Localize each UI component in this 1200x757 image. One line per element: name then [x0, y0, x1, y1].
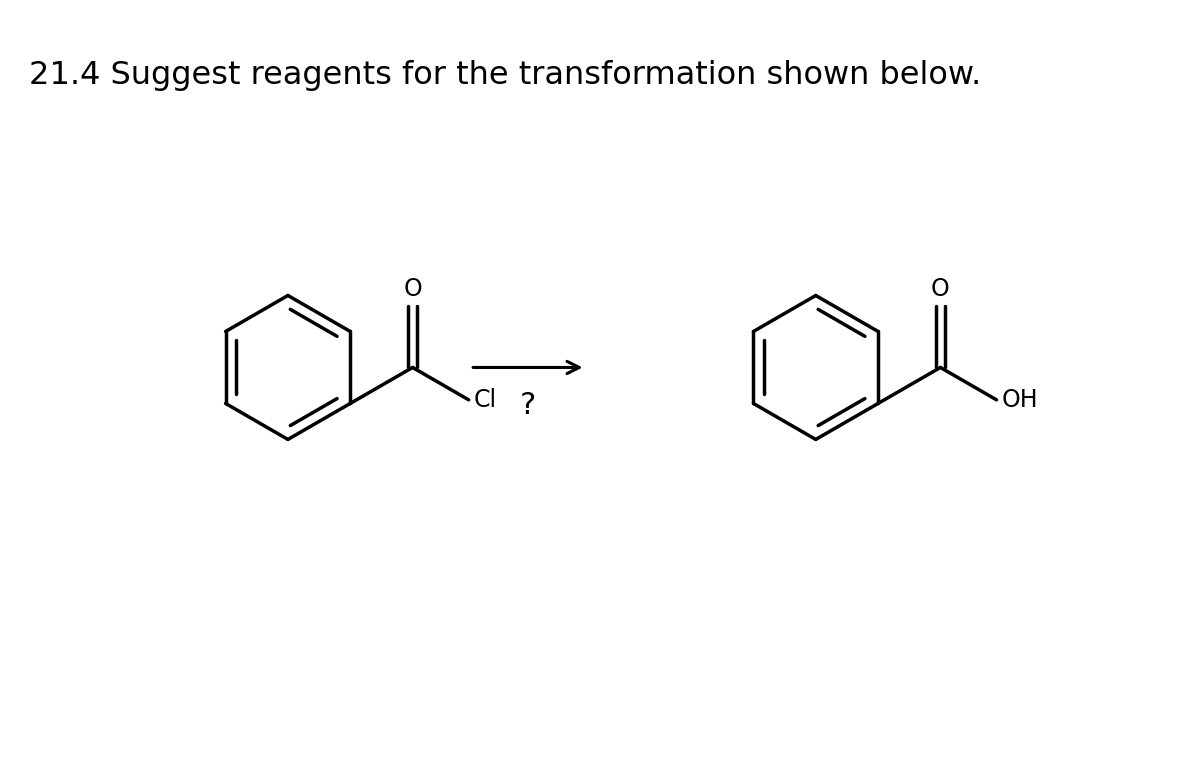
Text: O: O	[403, 277, 422, 301]
Text: 21.4 Suggest reagents for the transformation shown below.: 21.4 Suggest reagents for the transforma…	[29, 61, 982, 92]
Text: ?: ?	[520, 391, 536, 420]
Text: O: O	[931, 277, 949, 301]
Text: Cl: Cl	[474, 388, 497, 412]
Text: OH: OH	[1001, 388, 1038, 412]
